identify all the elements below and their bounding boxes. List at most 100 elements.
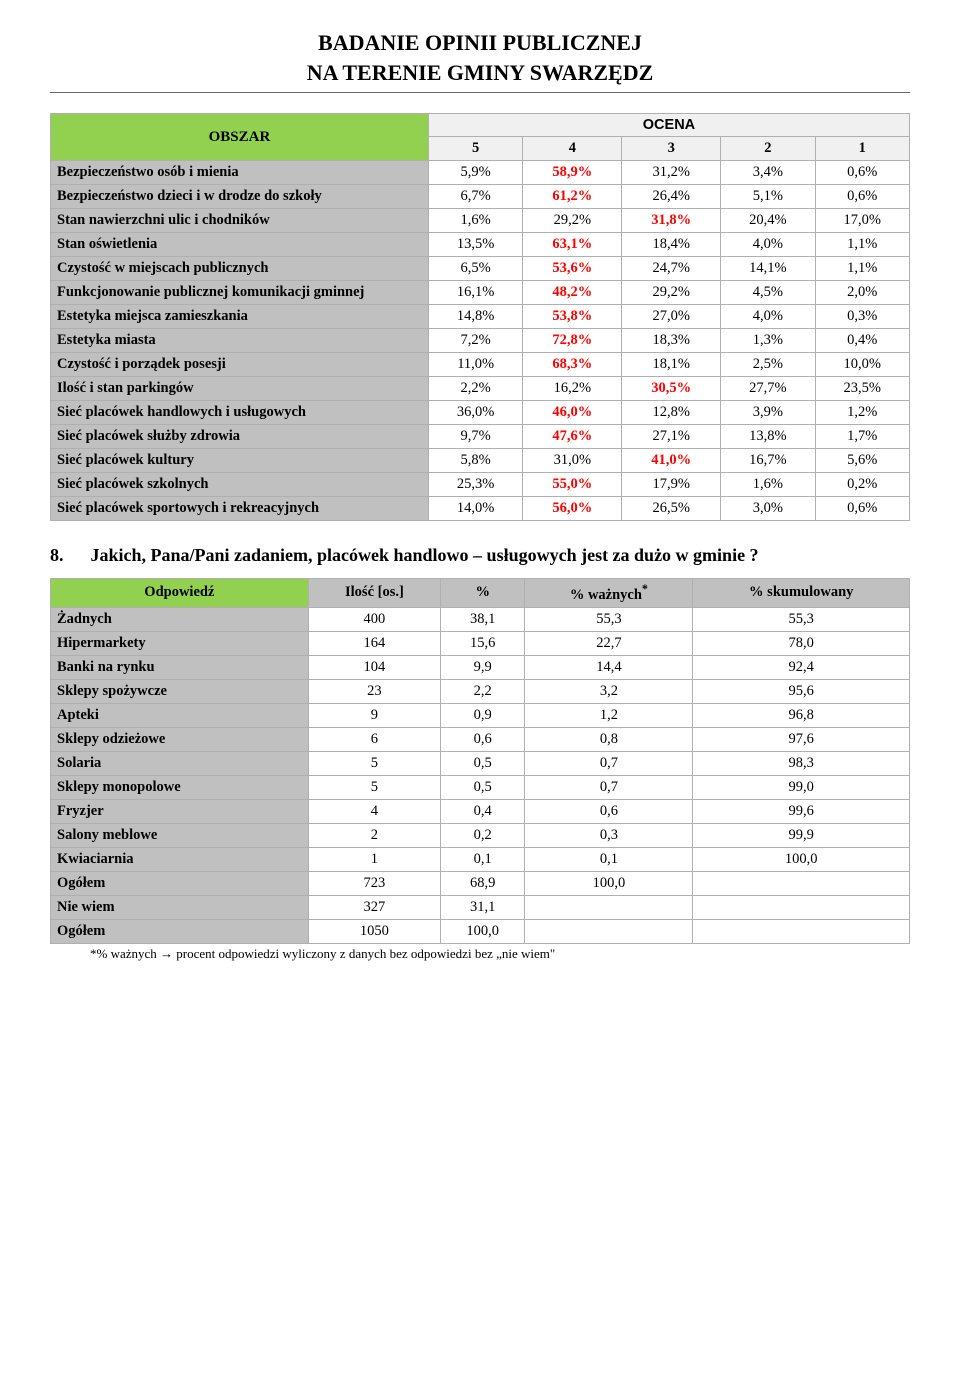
table-row: Sieć placówek kultury5,8%31,0%41,0%16,7%… [51, 449, 910, 473]
title-divider [50, 92, 910, 93]
cell-value: 0,6% [815, 161, 909, 185]
row-label: Stan oświetlenia [51, 233, 429, 257]
row-label: Sklepy spożywcze [51, 679, 309, 703]
cell-value: 4,0% [721, 233, 815, 257]
cell-value: 0,6% [815, 497, 909, 521]
cell-value: 14,1% [721, 257, 815, 281]
cell-value: 22,7 [525, 631, 693, 655]
cell-value: 327 [308, 895, 440, 919]
cell-value: 55,0% [523, 473, 622, 497]
question-8-text: Jakich, Pana/Pani zadaniem, placówek han… [91, 545, 759, 565]
table-row: Czystość w miejscach publicznych6,5%53,6… [51, 257, 910, 281]
cell-value [693, 895, 910, 919]
row-label: Ogółem [51, 919, 309, 943]
cell-value: 27,1% [622, 425, 721, 449]
cell-value: 5,8% [428, 449, 522, 473]
cell-value: 0,6 [525, 799, 693, 823]
cell-value: 36,0% [428, 401, 522, 425]
cell-value: 13,8% [721, 425, 815, 449]
cell-value: 1,3% [721, 329, 815, 353]
cell-value: 9,7% [428, 425, 522, 449]
cell-value [693, 871, 910, 895]
cell-value: 2,0% [815, 281, 909, 305]
table-row: Sieć placówek sportowych i rekreacyjnych… [51, 497, 910, 521]
cell-value: 92,4 [693, 655, 910, 679]
cell-value: 0,4% [815, 329, 909, 353]
table-row: Fryzjer40,40,699,6 [51, 799, 910, 823]
cell-value: 14,8% [428, 305, 522, 329]
row-label: Żadnych [51, 607, 309, 631]
cell-value: 164 [308, 631, 440, 655]
row-label: Estetyka miasta [51, 329, 429, 353]
table-row: Ogółem1050100,0 [51, 919, 910, 943]
cell-value: 7,2% [428, 329, 522, 353]
cell-value: 23,5% [815, 377, 909, 401]
row-label: Ogółem [51, 871, 309, 895]
footnote: *% ważnych → procent odpowiedzi wyliczon… [50, 946, 910, 962]
cell-value: 0,3 [525, 823, 693, 847]
cell-value: 6 [308, 727, 440, 751]
cell-value: 16,7% [721, 449, 815, 473]
cell-value: 18,1% [622, 353, 721, 377]
table-row: Salony meblowe20,20,399,9 [51, 823, 910, 847]
cell-value: 0,3% [815, 305, 909, 329]
cell-value: 400 [308, 607, 440, 631]
row-label: Kwiaciarnia [51, 847, 309, 871]
row-label: Stan nawierzchni ulic i chodników [51, 209, 429, 233]
column-header: % [441, 579, 525, 608]
odpowiedz-header: Odpowiedź [51, 579, 309, 608]
column-header: Ilość [os.] [308, 579, 440, 608]
cell-value: 41,0% [622, 449, 721, 473]
row-label: Czystość w miejscach publicznych [51, 257, 429, 281]
table-row: Estetyka miejsca zamieszkania14,8%53,8%2… [51, 305, 910, 329]
cell-value: 3,0% [721, 497, 815, 521]
cell-value: 1,6% [721, 473, 815, 497]
cell-value: 14,4 [525, 655, 693, 679]
cell-value: 16,1% [428, 281, 522, 305]
row-label: Ilość i stan parkingów [51, 377, 429, 401]
cell-value: 30,5% [622, 377, 721, 401]
row-label: Nie wiem [51, 895, 309, 919]
row-label: Banki na rynku [51, 655, 309, 679]
cell-value: 17,0% [815, 209, 909, 233]
row-label: Sklepy monopolowe [51, 775, 309, 799]
cell-value: 2 [308, 823, 440, 847]
cell-value: 104 [308, 655, 440, 679]
table-row: Ogółem72368,9100,0 [51, 871, 910, 895]
cell-value: 78,0 [693, 631, 910, 655]
cell-value: 53,6% [523, 257, 622, 281]
row-label: Estetyka miejsca zamieszkania [51, 305, 429, 329]
cell-value: 3,9% [721, 401, 815, 425]
cell-value: 10,0% [815, 353, 909, 377]
column-header: % ważnych* [525, 579, 693, 608]
table-row: Żadnych40038,155,355,3 [51, 607, 910, 631]
table-row: Solaria50,50,798,3 [51, 751, 910, 775]
row-label: Sieć placówek sportowych i rekreacyjnych [51, 497, 429, 521]
cell-value: 0,7 [525, 775, 693, 799]
table-row: Hipermarkety16415,622,778,0 [51, 631, 910, 655]
table-row: Estetyka miasta7,2%72,8%18,3%1,3%0,4% [51, 329, 910, 353]
row-label: Czystość i porządek posesji [51, 353, 429, 377]
table-row: Ilość i stan parkingów2,2%16,2%30,5%27,7… [51, 377, 910, 401]
ocena-header: OCENA [428, 114, 909, 137]
cell-value: 1,7% [815, 425, 909, 449]
score-header: 3 [622, 137, 721, 161]
cell-value: 1,1% [815, 257, 909, 281]
cell-value: 27,7% [721, 377, 815, 401]
cell-value: 0,5 [441, 751, 525, 775]
cell-value: 31,0% [523, 449, 622, 473]
score-header: 5 [428, 137, 522, 161]
row-label: Fryzjer [51, 799, 309, 823]
table-row: Czystość i porządek posesji11,0%68,3%18,… [51, 353, 910, 377]
cell-value: 100,0 [693, 847, 910, 871]
cell-value: 14,0% [428, 497, 522, 521]
cell-value: 31,1 [441, 895, 525, 919]
cell-value: 0,4 [441, 799, 525, 823]
cell-value: 27,0% [622, 305, 721, 329]
page-title-line1: BADANIE OPINII PUBLICZNEJ [50, 30, 910, 56]
cell-value: 5 [308, 751, 440, 775]
cell-value [525, 919, 693, 943]
ratings-table: OBSZAR OCENA 54321 Bezpieczeństwo osób i… [50, 113, 910, 521]
cell-value: 5 [308, 775, 440, 799]
cell-value: 26,5% [622, 497, 721, 521]
